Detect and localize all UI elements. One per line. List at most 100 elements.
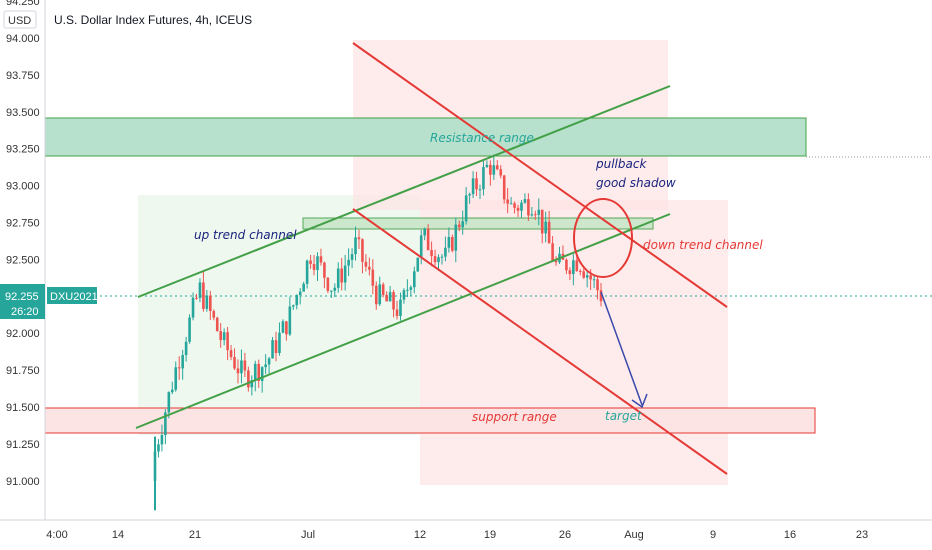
pullback-label: pullback (595, 157, 647, 171)
candle-body (540, 209, 544, 234)
candle-body (395, 309, 399, 316)
price-tick-label: 93.250 (6, 144, 40, 156)
candle-body (502, 175, 506, 200)
candle-body (326, 277, 330, 291)
candle-body (305, 260, 309, 284)
resistance-range-box[interactable] (42, 117, 807, 157)
pullback-circle[interactable] (573, 198, 633, 278)
candle-body (267, 358, 271, 365)
candle-body (157, 444, 160, 452)
candle-body (492, 165, 496, 175)
candle-body (243, 360, 247, 371)
time-axis[interactable]: 4:00 14 21 Jul 12 19 26 Aug 9 16 23 (46, 529, 868, 541)
candle-body (381, 284, 385, 296)
countdown-value: 26:20 (11, 306, 39, 318)
down-channel-upper-line[interactable] (352, 42, 728, 308)
candle-body (402, 290, 406, 300)
up-channel-fill (138, 195, 420, 435)
time-tick-label: 4:00 (46, 529, 67, 541)
candle-body (461, 221, 465, 228)
candle-body (233, 357, 236, 369)
candle-body (426, 228, 430, 251)
candle-body (506, 199, 509, 204)
candle-body (368, 266, 371, 270)
candle-body (177, 367, 181, 369)
candle-body (288, 306, 292, 335)
candle-body (219, 331, 222, 341)
time-tick-label: Jul (301, 529, 315, 541)
candle-body (343, 265, 347, 283)
candle-body (278, 332, 281, 354)
up-channel-upper-line[interactable] (137, 85, 671, 298)
candle-body (589, 275, 592, 280)
candle-body (229, 350, 233, 358)
candle-body (236, 368, 240, 374)
candle-body (181, 355, 184, 369)
time-tick-label: 23 (856, 529, 868, 541)
candle-body (520, 202, 523, 211)
candle-body (340, 268, 343, 283)
time-tick-label: 12 (414, 529, 426, 541)
candle-body (212, 311, 216, 318)
candle-body (409, 287, 413, 290)
candle-body (361, 239, 364, 262)
candle-body (312, 263, 316, 270)
chart-title: U.S. Dollar Index Futures, 4h, ICEUS (54, 13, 252, 27)
candle-body (423, 228, 426, 236)
candle-body (215, 317, 219, 332)
candle-body (578, 270, 582, 272)
candle-body (330, 290, 333, 292)
up-channel-lower-line[interactable] (135, 213, 671, 429)
candle-body (596, 279, 599, 291)
candle-body (260, 367, 264, 381)
support-range-box[interactable] (42, 407, 816, 434)
price-tick-label: 91.750 (6, 365, 40, 377)
candle-body (374, 285, 378, 305)
candle-body (585, 275, 589, 278)
candle-body (160, 435, 164, 445)
current-price-badge: 92.255 26:20 (0, 284, 45, 319)
candle-body (336, 268, 340, 288)
candle-body (551, 243, 554, 261)
current-price-value: 92.255 (5, 291, 39, 303)
up-channel-label: up trend channel (194, 228, 297, 242)
price-axis[interactable]: 94.250 94.000 93.750 93.500 93.250 93.000 92.7… (6, 0, 40, 488)
candle-body (399, 299, 402, 316)
candle-body (205, 295, 209, 309)
candle-body (495, 165, 499, 170)
candle-body (209, 295, 212, 312)
price-tick-label: 93.500 (6, 107, 40, 119)
small-resistance-box[interactable] (302, 217, 654, 230)
candle-body (547, 221, 551, 244)
candle-body (513, 203, 516, 208)
down-channel-lower-line[interactable] (352, 208, 728, 475)
candle-body (565, 259, 568, 271)
symbol-badge (47, 287, 97, 304)
candle-body (419, 235, 423, 258)
price-tick-label: 92.000 (6, 328, 40, 340)
candle-body (457, 224, 461, 228)
candle-body (509, 203, 513, 205)
candle-body (257, 363, 261, 381)
candle-body (544, 221, 547, 234)
candle-body (454, 224, 458, 251)
candle-body (568, 270, 572, 275)
time-tick-label: 9 (710, 529, 716, 541)
time-tick-label: Aug (624, 529, 644, 541)
currency-badge[interactable] (3, 10, 37, 29)
candle-body (167, 392, 171, 413)
candle-body (226, 332, 229, 351)
candle-body (516, 207, 520, 211)
candle-body (572, 260, 575, 275)
candle-body (489, 164, 492, 175)
candle-body (323, 262, 326, 278)
candle-body (440, 256, 444, 258)
candle-body (319, 256, 323, 263)
candle-body (250, 380, 254, 388)
candle-body (482, 167, 485, 190)
candle-body (444, 247, 447, 257)
candle-body (464, 195, 468, 222)
candle-body (475, 178, 478, 190)
